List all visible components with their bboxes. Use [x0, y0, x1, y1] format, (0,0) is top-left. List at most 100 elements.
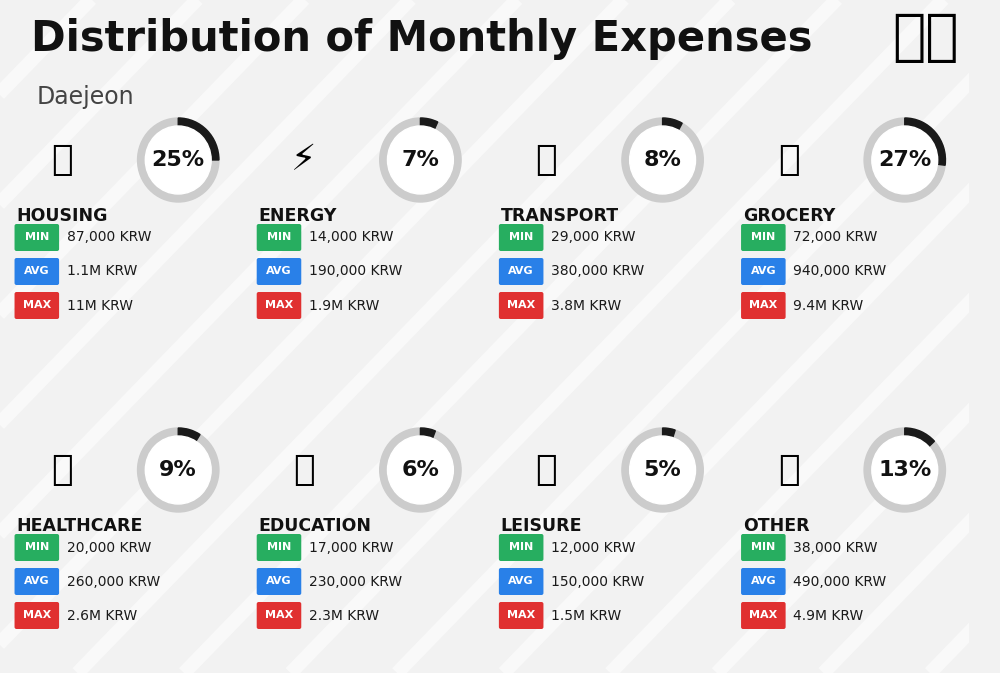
Wedge shape	[864, 428, 945, 512]
FancyBboxPatch shape	[741, 292, 786, 319]
FancyBboxPatch shape	[257, 534, 301, 561]
Text: TRANSPORT: TRANSPORT	[501, 207, 619, 225]
Circle shape	[145, 126, 211, 194]
Text: 190,000 KRW: 190,000 KRW	[309, 264, 402, 279]
Wedge shape	[138, 118, 219, 202]
Text: MIN: MIN	[25, 542, 49, 553]
Text: MIN: MIN	[267, 542, 291, 553]
Text: MAX: MAX	[265, 610, 293, 621]
Text: AVG: AVG	[508, 577, 534, 586]
Text: 🇰🇷: 🇰🇷	[892, 11, 958, 65]
Text: 6%: 6%	[401, 460, 439, 480]
FancyBboxPatch shape	[15, 258, 59, 285]
Circle shape	[872, 436, 938, 504]
Circle shape	[387, 436, 453, 504]
Text: 72,000 KRW: 72,000 KRW	[793, 230, 878, 244]
Wedge shape	[622, 118, 703, 202]
Text: 🏢: 🏢	[51, 143, 73, 177]
Text: MAX: MAX	[23, 610, 51, 621]
Text: 25%: 25%	[152, 150, 205, 170]
Text: MIN: MIN	[267, 232, 291, 242]
Circle shape	[630, 126, 696, 194]
FancyBboxPatch shape	[257, 568, 301, 595]
Text: MAX: MAX	[507, 610, 535, 621]
Wedge shape	[178, 118, 219, 160]
Text: MIN: MIN	[509, 542, 533, 553]
Text: AVG: AVG	[751, 577, 776, 586]
Text: AVG: AVG	[266, 577, 292, 586]
Text: 29,000 KRW: 29,000 KRW	[551, 230, 636, 244]
Wedge shape	[380, 428, 461, 512]
Text: 5%: 5%	[644, 460, 681, 480]
Wedge shape	[622, 428, 703, 512]
Text: MAX: MAX	[749, 610, 777, 621]
Text: ⚡: ⚡	[291, 143, 317, 177]
Text: Distribution of Monthly Expenses: Distribution of Monthly Expenses	[31, 18, 812, 60]
Text: 2.6M KRW: 2.6M KRW	[67, 608, 137, 623]
Text: LEISURE: LEISURE	[501, 517, 582, 535]
FancyBboxPatch shape	[499, 258, 543, 285]
FancyBboxPatch shape	[499, 568, 543, 595]
Text: AVG: AVG	[24, 577, 50, 586]
Wedge shape	[380, 118, 461, 202]
Text: ENERGY: ENERGY	[259, 207, 337, 225]
Wedge shape	[663, 118, 682, 130]
Text: 🛒: 🛒	[778, 143, 799, 177]
Text: AVG: AVG	[24, 267, 50, 277]
Text: 9.4M KRW: 9.4M KRW	[793, 299, 864, 312]
Text: 490,000 KRW: 490,000 KRW	[793, 575, 887, 588]
FancyBboxPatch shape	[15, 224, 59, 251]
Text: AVG: AVG	[266, 267, 292, 277]
FancyBboxPatch shape	[15, 534, 59, 561]
FancyBboxPatch shape	[257, 224, 301, 251]
Text: 💰: 💰	[778, 453, 799, 487]
Wedge shape	[178, 428, 200, 441]
Text: 230,000 KRW: 230,000 KRW	[309, 575, 402, 588]
Text: OTHER: OTHER	[743, 517, 810, 535]
Text: EDUCATION: EDUCATION	[259, 517, 372, 535]
Wedge shape	[420, 428, 435, 438]
FancyBboxPatch shape	[499, 224, 543, 251]
Text: MIN: MIN	[751, 542, 775, 553]
Text: 1.9M KRW: 1.9M KRW	[309, 299, 379, 312]
Text: 11M KRW: 11M KRW	[67, 299, 133, 312]
FancyBboxPatch shape	[741, 224, 786, 251]
Wedge shape	[420, 118, 438, 129]
Circle shape	[872, 126, 938, 194]
FancyBboxPatch shape	[15, 568, 59, 595]
Text: 1.1M KRW: 1.1M KRW	[67, 264, 137, 279]
Wedge shape	[663, 428, 675, 437]
Text: MIN: MIN	[751, 232, 775, 242]
Text: 12,000 KRW: 12,000 KRW	[551, 540, 636, 555]
Text: 🏥: 🏥	[51, 453, 73, 487]
Text: 87,000 KRW: 87,000 KRW	[67, 230, 151, 244]
Text: 8%: 8%	[644, 150, 682, 170]
FancyBboxPatch shape	[741, 602, 786, 629]
Text: 150,000 KRW: 150,000 KRW	[551, 575, 644, 588]
FancyBboxPatch shape	[257, 258, 301, 285]
Text: AVG: AVG	[508, 267, 534, 277]
Circle shape	[630, 436, 696, 504]
FancyBboxPatch shape	[15, 292, 59, 319]
Text: MAX: MAX	[749, 301, 777, 310]
Text: 38,000 KRW: 38,000 KRW	[793, 540, 878, 555]
Text: 4.9M KRW: 4.9M KRW	[793, 608, 864, 623]
Text: 🎓: 🎓	[293, 453, 315, 487]
Text: 1.5M KRW: 1.5M KRW	[551, 608, 621, 623]
Text: HOUSING: HOUSING	[16, 207, 108, 225]
Text: MAX: MAX	[23, 301, 51, 310]
Text: MIN: MIN	[509, 232, 533, 242]
Wedge shape	[905, 118, 945, 166]
FancyBboxPatch shape	[499, 602, 543, 629]
Text: MAX: MAX	[265, 301, 293, 310]
Text: 13%: 13%	[878, 460, 931, 480]
Text: 14,000 KRW: 14,000 KRW	[309, 230, 394, 244]
FancyBboxPatch shape	[257, 292, 301, 319]
Wedge shape	[138, 428, 219, 512]
Text: 20,000 KRW: 20,000 KRW	[67, 540, 151, 555]
Text: 7%: 7%	[401, 150, 439, 170]
Text: AVG: AVG	[751, 267, 776, 277]
Text: Daejeon: Daejeon	[37, 85, 134, 109]
Circle shape	[145, 436, 211, 504]
Text: HEALTHCARE: HEALTHCARE	[16, 517, 143, 535]
